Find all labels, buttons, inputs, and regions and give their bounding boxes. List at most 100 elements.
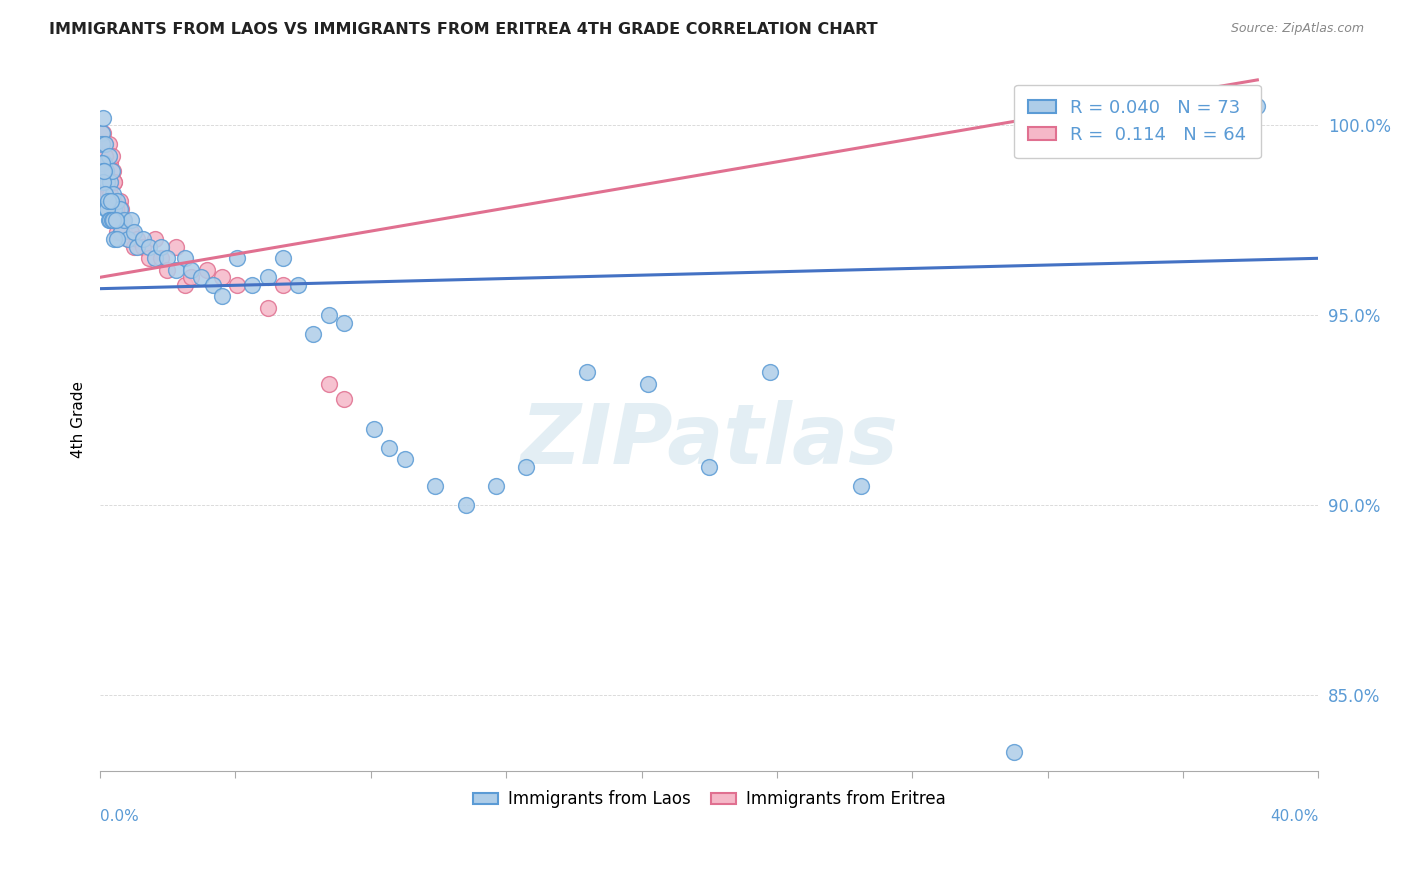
Point (90, 126, 112, 140)
Point (108, 202, 131, 216)
Point (96, 156, 118, 170)
Point (515, 460, 537, 475)
Point (97, 202, 120, 216)
Point (201, 277, 224, 292)
Point (108, 213, 131, 227)
Point (103, 213, 125, 227)
Point (180, 262, 202, 277)
Point (114, 225, 136, 239)
Point (93, 175, 115, 189)
Point (93, 175, 115, 189)
Point (104, 194, 127, 209)
Point (174, 252, 197, 266)
Point (97, 137, 120, 152)
Point (104, 202, 127, 216)
Point (114, 213, 136, 227)
Y-axis label: 4th Grade: 4th Grade (72, 381, 86, 458)
Point (454, 498, 477, 512)
Text: 0.0%: 0.0% (100, 809, 139, 824)
Point (226, 277, 249, 292)
Point (110, 225, 132, 239)
Point (101, 194, 124, 209)
Point (150, 240, 173, 254)
Point (143, 252, 166, 266)
Legend: Immigrants from Laos, Immigrants from Eritrea: Immigrants from Laos, Immigrants from Er… (467, 784, 952, 815)
Point (150, 252, 173, 266)
Point (96, 175, 118, 189)
Point (98, 156, 121, 170)
Point (94, 186, 117, 201)
Point (94, 164, 117, 178)
Point (91, 137, 114, 152)
Point (637, 376, 659, 391)
Point (117, 232, 139, 246)
Point (107, 213, 129, 227)
Point (91, 137, 114, 152)
Point (138, 240, 160, 254)
Point (93, 137, 115, 152)
Point (100, 164, 122, 178)
Point (104, 213, 127, 227)
Point (697, 460, 720, 475)
Point (103, 232, 125, 246)
Point (105, 202, 128, 216)
Point (101, 149, 124, 163)
Point (190, 270, 212, 285)
Point (97, 194, 120, 209)
Point (132, 232, 155, 246)
Point (100, 194, 122, 209)
Point (91, 126, 114, 140)
Point (759, 365, 782, 379)
Point (104, 213, 127, 227)
Point (302, 327, 325, 342)
Point (122, 225, 145, 239)
Point (165, 262, 187, 277)
Point (101, 213, 124, 227)
Point (394, 452, 416, 467)
Text: 40.0%: 40.0% (1270, 809, 1319, 824)
Point (1002, 745, 1025, 759)
Point (97, 194, 120, 209)
Point (93, 137, 115, 152)
Point (101, 186, 124, 201)
Point (98, 186, 121, 201)
Point (97, 194, 120, 209)
Point (103, 175, 125, 189)
Point (96, 175, 118, 189)
Point (98, 175, 121, 189)
Point (91, 111, 114, 125)
Point (107, 232, 129, 246)
Point (117, 232, 139, 246)
Point (94, 164, 117, 178)
Point (332, 316, 354, 330)
Point (96, 202, 118, 216)
Point (94, 164, 117, 178)
Point (423, 479, 446, 493)
Point (90, 156, 112, 170)
Point (165, 240, 187, 254)
Point (1246, 99, 1268, 113)
Point (107, 225, 129, 239)
Point (97, 149, 120, 163)
Point (104, 213, 127, 227)
Text: IMMIGRANTS FROM LAOS VS IMMIGRANTS FROM ERITREA 4TH GRADE CORRELATION CHART: IMMIGRANTS FROM LAOS VS IMMIGRANTS FROM … (49, 22, 877, 37)
Point (132, 240, 155, 254)
Point (93, 164, 115, 178)
Point (105, 194, 128, 209)
Point (98, 213, 121, 227)
Point (93, 149, 115, 163)
Point (378, 441, 401, 455)
Point (97, 186, 120, 201)
Text: ZIPatlas: ZIPatlas (520, 401, 898, 481)
Point (180, 270, 202, 285)
Point (91, 164, 114, 178)
Point (110, 225, 132, 239)
Point (318, 376, 340, 391)
Point (111, 213, 134, 227)
Point (156, 252, 179, 266)
Point (226, 252, 249, 266)
Point (576, 365, 599, 379)
Point (332, 392, 354, 406)
Point (125, 232, 148, 246)
Point (485, 479, 508, 493)
